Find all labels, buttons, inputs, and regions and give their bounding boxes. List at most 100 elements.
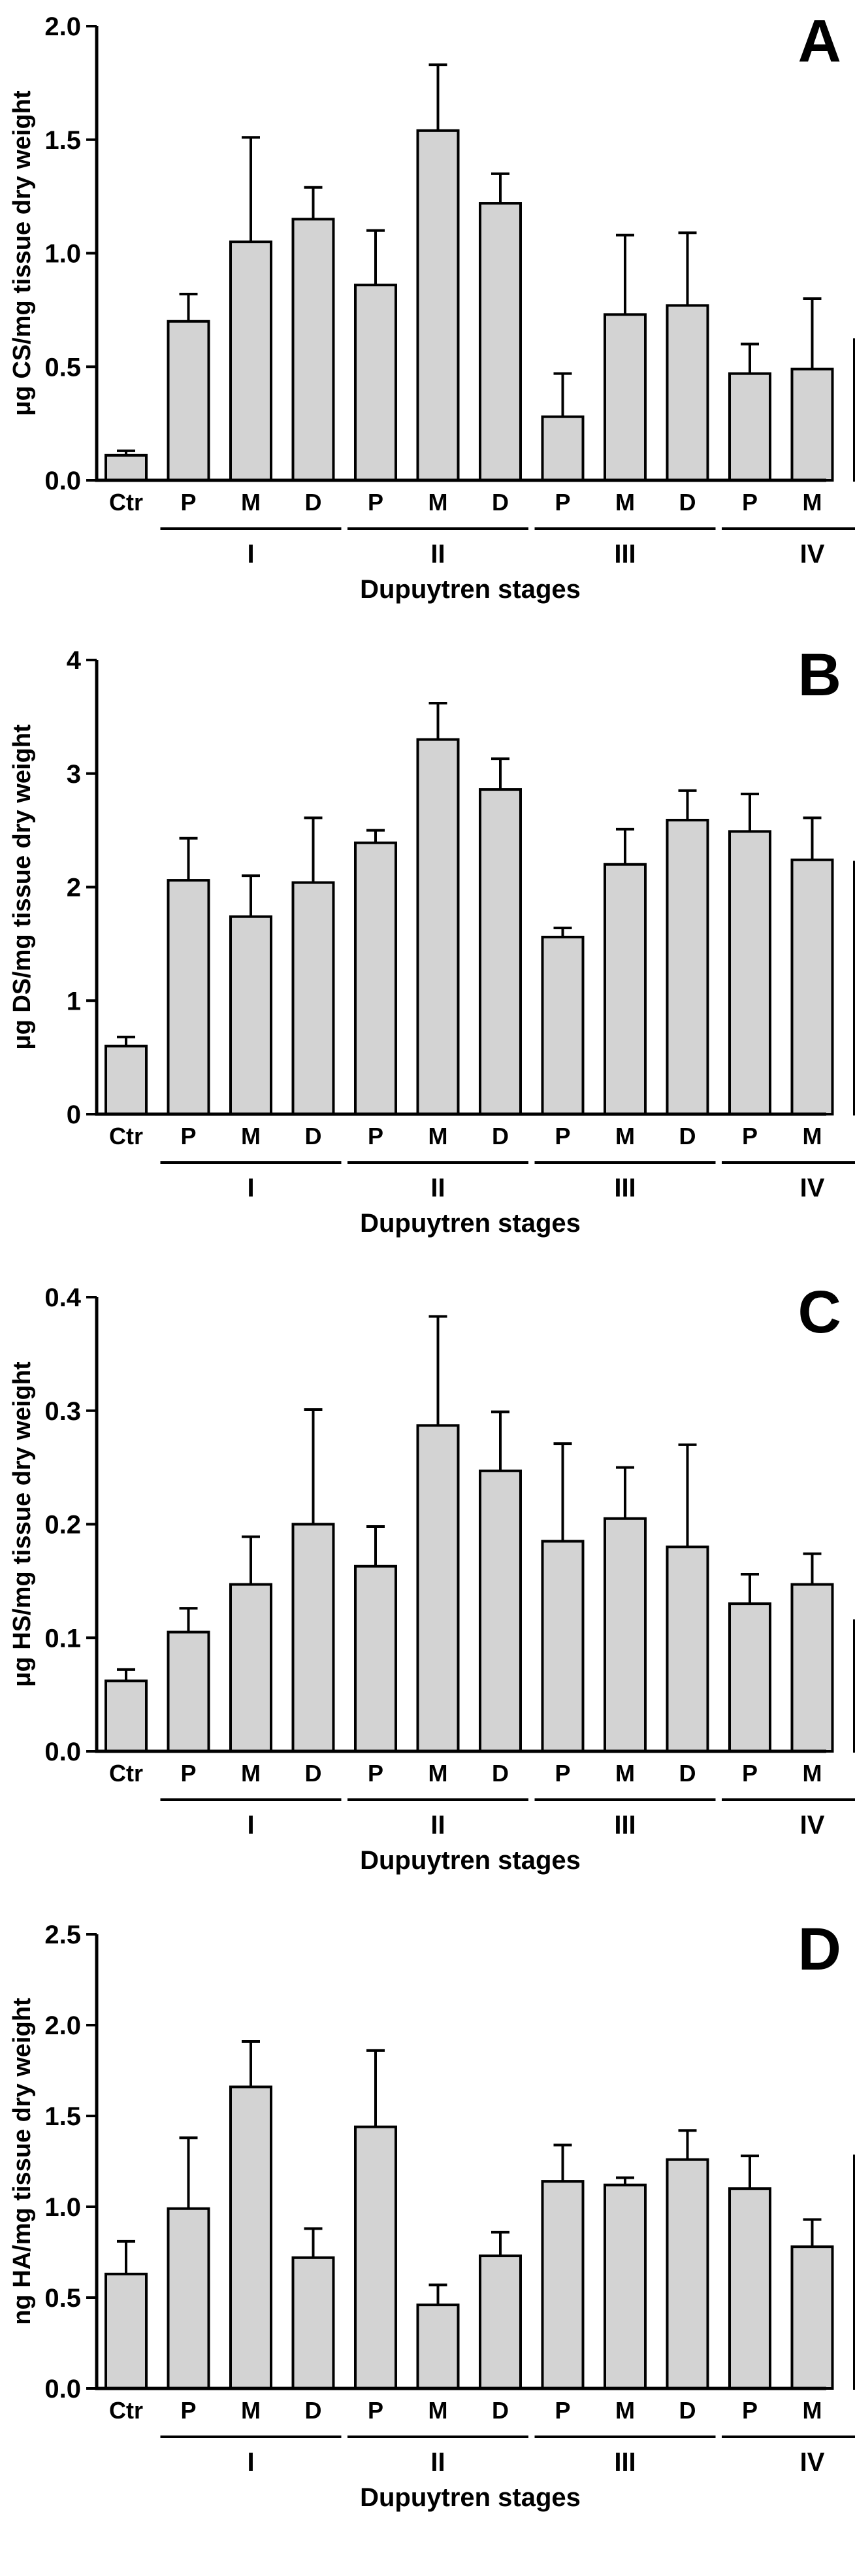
y-axis-title-C: μg HS/mg tissue dry weight — [8, 1361, 36, 1687]
category-label-A-2: M — [241, 489, 261, 516]
category-label-D-4: P — [368, 2397, 383, 2424]
category-label-B-5: M — [428, 1123, 448, 1149]
bar-C-2 — [229, 1583, 272, 1753]
y-tick-label-C-4: 0.4 — [44, 1283, 81, 1312]
bar-B-10 — [728, 830, 771, 1116]
category-label-D-1: P — [180, 2397, 196, 2424]
category-label-C-8: M — [615, 1760, 635, 1787]
bar-C-3 — [291, 1523, 335, 1753]
bar-B-2 — [229, 915, 272, 1116]
category-label-C-2: M — [241, 1760, 261, 1787]
bar-D-3 — [291, 2256, 335, 2390]
category-label-D-10: P — [742, 2397, 758, 2424]
category-label-C-7: P — [555, 1760, 570, 1787]
y-axis-title-D: ng HA/mg tissue dry weight — [8, 1998, 36, 2325]
group-label-C-3: IV — [800, 1811, 825, 1840]
y-tick-label-A-2: 1.0 — [44, 240, 81, 269]
panel-label-C: C — [798, 1279, 841, 1346]
category-label-D-3: D — [305, 2397, 322, 2424]
bar-C-11 — [790, 1583, 834, 1753]
category-label-C-5: M — [428, 1760, 448, 1787]
category-label-D-5: M — [428, 2397, 448, 2424]
bar-B-3 — [291, 881, 335, 1116]
category-label-C-3: D — [305, 1760, 322, 1787]
bar-B-0 — [105, 1044, 148, 1115]
category-label-B-0: Ctr — [109, 1123, 143, 1149]
chart-panel-D: CtrPMDPMDPMDPMD0.00.51.01.52.02.5IIIIIII… — [8, 1916, 855, 2512]
y-tick-label-A-0: 0.0 — [44, 467, 81, 495]
x-axis-title-D: Dupuytren stages — [360, 2483, 581, 2512]
group-label-A-0: I — [247, 540, 254, 569]
group-label-D-2: III — [614, 2448, 636, 2477]
chart-panel-C: CtrPMDPMDPMDPMD0.00.10.20.30.4IIIIIIIVDu… — [8, 1279, 855, 1875]
group-label-B-3: IV — [800, 1174, 825, 1202]
bar-C-1 — [167, 1630, 210, 1753]
group-label-D-3: IV — [800, 2448, 825, 2477]
category-label-D-2: M — [241, 2397, 261, 2424]
group-label-B-1: II — [430, 1174, 445, 1202]
bar-C-7 — [541, 1540, 585, 1753]
panel-label-B: B — [798, 642, 841, 708]
category-label-D-0: Ctr — [109, 2397, 143, 2424]
y-tick-label-D-4: 2.0 — [44, 2011, 81, 2040]
y-tick-label-C-1: 0.1 — [44, 1624, 81, 1653]
category-label-A-9: D — [679, 489, 696, 516]
category-label-B-10: P — [742, 1123, 758, 1149]
category-label-B-3: D — [305, 1123, 322, 1149]
category-label-D-6: D — [492, 2397, 509, 2424]
category-label-A-6: D — [492, 489, 509, 516]
y-tick-label-B-1: 1 — [67, 987, 81, 1016]
bar-D-7 — [541, 2180, 585, 2390]
bar-A-8 — [604, 313, 647, 482]
bar-B-6 — [479, 788, 522, 1115]
y-tick-label-B-3: 3 — [67, 760, 81, 789]
bar-B-8 — [604, 863, 647, 1115]
category-label-A-5: M — [428, 489, 448, 516]
category-label-B-11: M — [803, 1123, 822, 1149]
category-label-B-2: M — [241, 1123, 261, 1149]
panel-label-D: D — [798, 1916, 841, 1983]
bar-B-7 — [541, 935, 585, 1115]
y-tick-label-D-5: 2.5 — [44, 1921, 81, 1949]
group-label-D-1: II — [430, 2448, 445, 2477]
category-label-A-0: Ctr — [109, 489, 143, 516]
y-tick-label-A-1: 0.5 — [44, 353, 81, 382]
bar-D-6 — [479, 2254, 522, 2390]
category-label-D-7: P — [555, 2397, 570, 2424]
category-label-B-8: M — [615, 1123, 635, 1149]
bar-A-7 — [541, 415, 585, 482]
chart-panel-B: CtrPMDPMDPMDPMD01234IIIIIIIVDupuytren st… — [8, 642, 855, 1238]
y-tick-label-D-1: 0.5 — [44, 2284, 81, 2313]
group-label-A-1: II — [430, 540, 445, 569]
bar-C-6 — [479, 1469, 522, 1753]
bar-D-10 — [728, 2187, 771, 2390]
bar-C-8 — [604, 1517, 647, 1753]
category-label-B-9: D — [679, 1123, 696, 1149]
chart-panel-A: CtrPMDPMDPMDPMD0.00.51.01.52.0IIIIIIIVDu… — [8, 8, 855, 604]
category-label-A-1: P — [180, 489, 196, 516]
bar-C-10 — [728, 1602, 771, 1753]
bar-D-8 — [604, 2183, 647, 2390]
category-label-D-11: M — [803, 2397, 822, 2424]
bar-A-2 — [229, 240, 272, 482]
group-label-C-0: I — [247, 1811, 254, 1840]
y-tick-label-A-4: 2.0 — [44, 12, 81, 41]
category-label-C-9: D — [679, 1760, 696, 1787]
bar-D-11 — [790, 2245, 834, 2390]
y-axis-title-B: μg DS/mg tissue dry weight — [8, 724, 36, 1050]
group-label-D-0: I — [247, 2448, 254, 2477]
bar-C-4 — [354, 1564, 397, 1753]
y-tick-label-C-3: 0.3 — [44, 1397, 81, 1426]
bar-D-2 — [229, 2085, 272, 2390]
y-tick-label-A-3: 1.5 — [44, 126, 81, 155]
category-label-A-8: M — [615, 489, 635, 516]
category-label-C-1: P — [180, 1760, 196, 1787]
bar-A-6 — [479, 202, 522, 482]
bar-A-11 — [790, 367, 834, 482]
y-tick-label-B-4: 4 — [67, 646, 82, 675]
bar-B-5 — [416, 738, 460, 1115]
bar-D-1 — [167, 2207, 210, 2390]
y-axis-title-A: μg CS/mg tissue dry weight — [8, 90, 36, 416]
category-label-C-0: Ctr — [109, 1760, 143, 1787]
